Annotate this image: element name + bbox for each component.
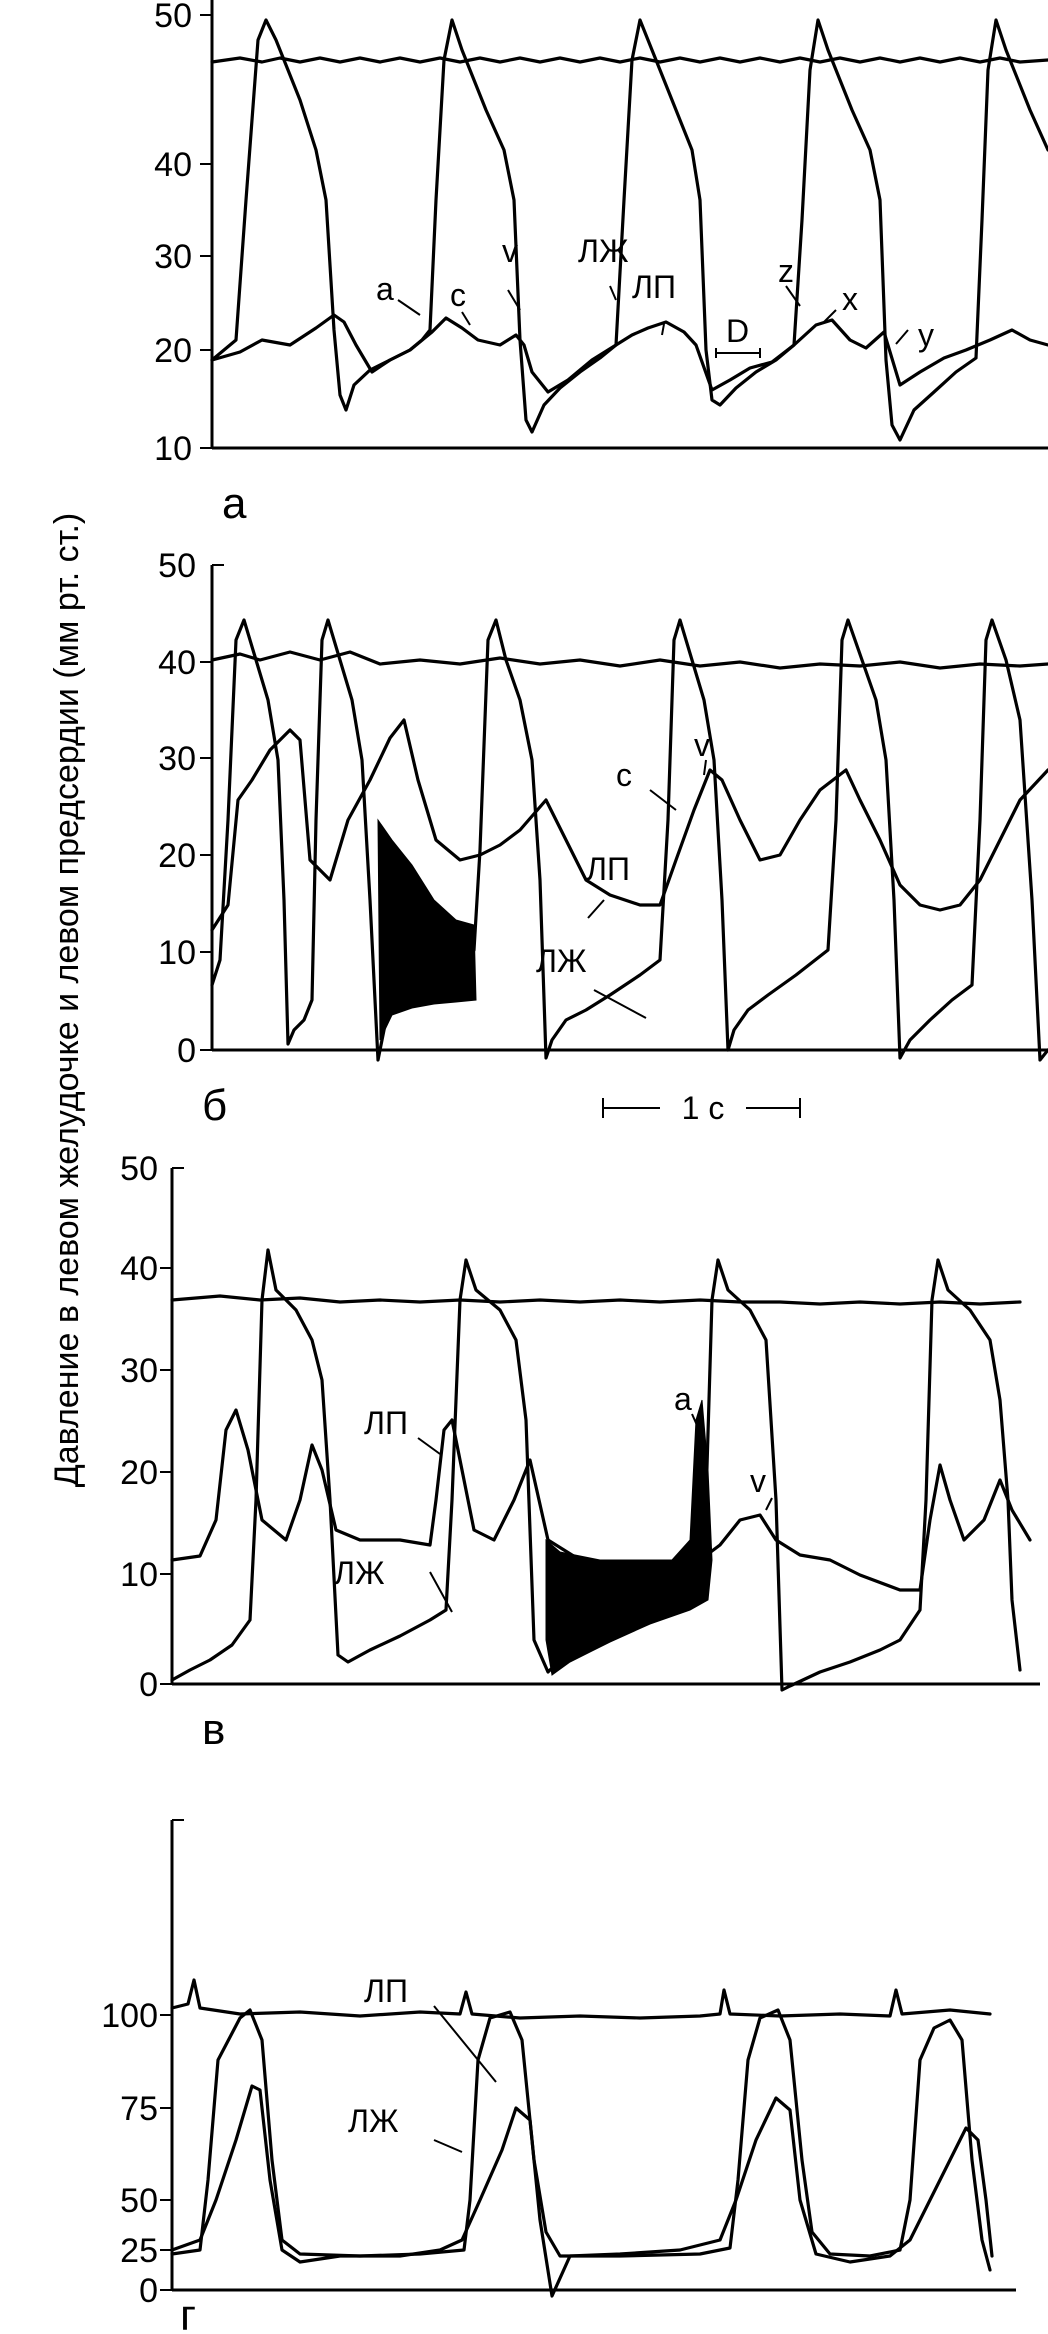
panel-b-lv-trace [210, 618, 1048, 1062]
panel-c-tick-label: 30 [120, 1352, 158, 1390]
panel-c-tick-label: 20 [120, 1454, 158, 1492]
panel-b-ann-la: ЛП [586, 851, 630, 887]
panel-b-ann-v: v [694, 727, 710, 763]
panel-d-aortic-trace [170, 1978, 992, 2020]
panel-a-tick-label: 10 [154, 430, 192, 468]
panel-a-ann-a: a [376, 271, 394, 307]
panel-d-tick-label: 75 [120, 2090, 158, 2128]
panel-a-la-trace [210, 313, 1048, 394]
panel-a-ann-d: D [726, 313, 749, 349]
panel-a-ann-la: ЛП [632, 269, 676, 305]
panel-b-aortic-trace [210, 650, 1048, 670]
panel-d-lv-trace [170, 2008, 992, 2272]
panel-b-tick-mark [200, 564, 224, 1051]
panel-c-tick-label: 40 [120, 1250, 158, 1288]
panel-a-ann-lv: ЛЖ [578, 233, 629, 269]
panel-a-ann-y: y [918, 317, 934, 353]
panel-c-ann-lv: ЛЖ [334, 1555, 385, 1591]
panel-b-arrow [587, 759, 707, 1019]
panel-b-ann-lv: ЛЖ [536, 943, 587, 979]
panel-c: 50 40 30 20 10 0 ЛП ЛЖ a v в [120, 1150, 1040, 1754]
panel-b-scale-bar: 1 с [602, 1090, 801, 1126]
panel-c-fill-segment [545, 1399, 713, 1676]
panel-b-ann-c: c [616, 757, 632, 793]
panel-c-arrow [417, 1413, 773, 1613]
panel-b-la-trace [210, 718, 1048, 932]
panel-a-ann-z: z [778, 253, 794, 289]
panel-d: 100 75 50 25 0 ЛП ЛЖ г [101, 1819, 1016, 2334]
panel-d-tick-label: 100 [101, 1997, 158, 2035]
y-axis-label: Давление в левом желудочке и левом предс… [48, 513, 86, 1488]
panel-b: 50 40 30 20 10 0 c v ЛП ЛЖ 1 с б [158, 547, 1048, 1130]
panel-d-label: г [180, 2291, 196, 2334]
panel-a-ann-c: c [450, 277, 466, 313]
panel-d-tick-label: 25 [120, 2232, 158, 2270]
panel-b-fill-segment [377, 818, 477, 1041]
panel-d-la-trace [170, 2084, 994, 2298]
panel-c-ann-la: ЛП [364, 1405, 408, 1441]
panel-d-arrow [433, 2005, 497, 2153]
panel-c-label: в [202, 1705, 225, 1754]
panel-a-d-bracket [715, 348, 761, 358]
panel-c-tick-label: 10 [120, 1556, 158, 1594]
panel-a: 50 40 30 20 10 a c v ЛЖ ЛП D z x y а [154, 0, 1048, 528]
panel-a-tick-label: 40 [154, 146, 192, 184]
panel-b-tick-label: 30 [158, 740, 196, 778]
panel-d-ann-lv: ЛЖ [348, 2103, 399, 2139]
panel-a-label: а [222, 479, 247, 528]
panel-b-label: б [202, 1081, 227, 1130]
panel-d-tick-label: 0 [139, 2272, 158, 2310]
panel-a-ann-v: v [502, 233, 518, 269]
panel-d-ann-la: ЛП [364, 1973, 408, 2009]
panel-c-ann-a: a [674, 1381, 692, 1417]
panel-b-tick-label: 10 [158, 934, 196, 972]
panel-d-tick-mark [160, 1819, 184, 2291]
panel-c-tick-label: 0 [139, 1666, 158, 1704]
panel-b-tick-label: 50 [158, 547, 196, 585]
panel-b-scale-bar-label: 1 с [682, 1090, 725, 1126]
panel-c-ann-v: v [750, 1463, 766, 1499]
panel-c-la-trace [170, 1408, 1032, 1592]
panel-c-tick-label: 50 [120, 1150, 158, 1188]
panel-a-ann-x: x [842, 281, 858, 317]
panel-a-aortic-trace [210, 56, 1048, 64]
panel-a-tick-label: 20 [154, 332, 192, 370]
panel-b-tick-label: 20 [158, 837, 196, 875]
panel-c-aortic-trace [170, 1294, 1022, 1306]
panel-a-tick-label: 50 [154, 0, 192, 35]
panel-d-tick-label: 50 [120, 2182, 158, 2220]
panel-a-tick-label: 30 [154, 238, 192, 276]
panel-b-scale-bar-line [602, 1098, 801, 1118]
panel-b-tick-label: 0 [177, 1032, 196, 1070]
panel-a-lv-trace [210, 18, 1048, 442]
panel-a-y-ticks: 50 40 30 20 10 [154, 0, 212, 468]
panel-a-tick-mark [200, 14, 212, 449]
panel-b-tick-label: 40 [158, 644, 196, 682]
panel-a-arrow [397, 285, 909, 345]
panel-c-tick-mark [160, 1167, 184, 1685]
